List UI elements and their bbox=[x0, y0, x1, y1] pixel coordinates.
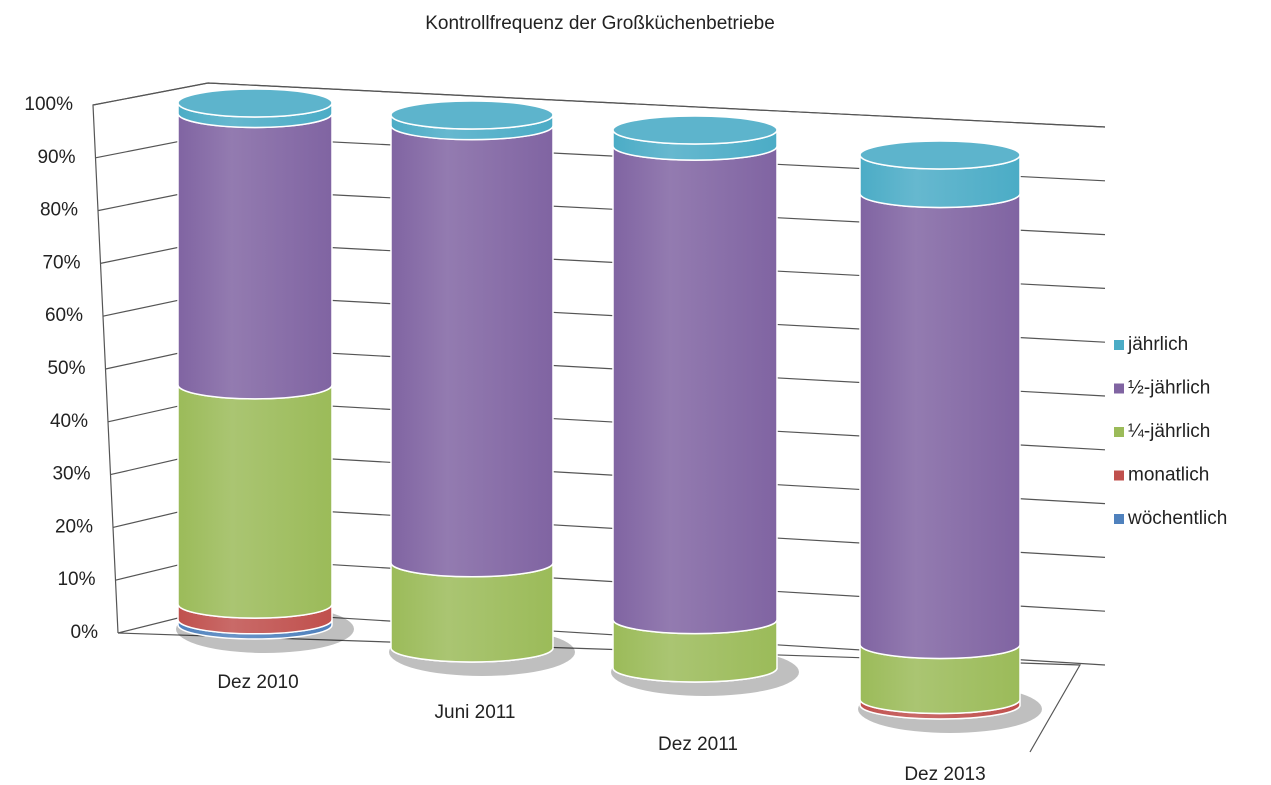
x-tick-label: Juni 2011 bbox=[435, 702, 516, 723]
legend-swatch bbox=[1114, 383, 1124, 394]
bar-segment bbox=[390, 125, 554, 578]
y-tick-label: 20% bbox=[55, 516, 93, 537]
y-tick-label: 40% bbox=[50, 411, 88, 432]
legend-swatch bbox=[1114, 514, 1124, 524]
x-tick-label: Dez 2013 bbox=[904, 764, 985, 785]
bar-segment bbox=[859, 193, 1021, 660]
bar-segment bbox=[390, 562, 554, 663]
x-tick-label: Dez 2010 bbox=[217, 672, 298, 693]
legend-swatch bbox=[1114, 340, 1124, 350]
grid-line bbox=[92, 82, 1106, 128]
bar-segment bbox=[177, 113, 333, 400]
legend-label: monatlich bbox=[1128, 465, 1209, 486]
chart-title: Kontrollfrequenz der Großküchenbetriebe bbox=[425, 13, 775, 34]
legend-label: ½-jährlich bbox=[1128, 378, 1210, 399]
cylinder-top bbox=[390, 100, 554, 130]
y-tick-label: 30% bbox=[52, 464, 90, 485]
cylinder-top bbox=[177, 88, 333, 118]
y-tick-label: 60% bbox=[45, 305, 83, 326]
y-tick-label: 90% bbox=[37, 147, 75, 168]
legend-label: jährlich bbox=[1127, 334, 1188, 355]
y-tick-label: 100% bbox=[24, 94, 73, 115]
legend-swatch bbox=[1114, 427, 1124, 437]
cylinder-top bbox=[612, 115, 778, 145]
legend-label: wöchentlich bbox=[1127, 508, 1227, 529]
cylinder-top bbox=[859, 140, 1021, 170]
y-tick-label: 0% bbox=[71, 622, 99, 643]
legend-swatch bbox=[1114, 470, 1124, 481]
bar-segment bbox=[612, 145, 778, 635]
y-tick-label: 10% bbox=[57, 569, 95, 590]
y-tick-label: 50% bbox=[47, 358, 85, 379]
x-tick-label: Dez 2011 bbox=[658, 734, 738, 755]
legend-label: ¼-jährlich bbox=[1128, 421, 1210, 442]
y-tick-label: 80% bbox=[40, 200, 78, 221]
bar-segment bbox=[177, 384, 333, 619]
y-tick-label: 70% bbox=[42, 252, 80, 273]
